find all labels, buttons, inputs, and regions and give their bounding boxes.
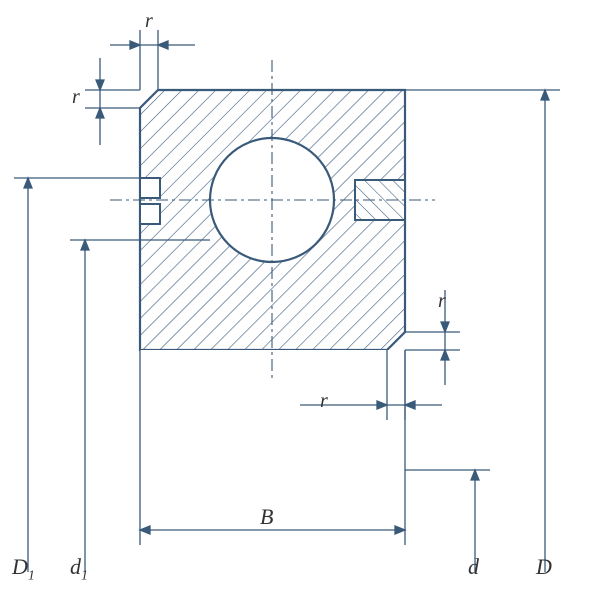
label-d1: d1 [70,554,88,584]
label-d: d [468,554,479,580]
label-D1: D1 [12,554,35,584]
bearing-cross-section-diagram: B d D d1 D1 r r r r [0,0,600,600]
dim-r-top-v [85,58,140,145]
label-D: D [536,554,552,580]
label-r1: r [145,10,153,33]
label-B: B [260,504,273,530]
dim-D [405,90,560,572]
dim-r-top-h [110,30,195,90]
dim-r-bottom-v [405,290,460,385]
label-r2: r [72,86,80,109]
label-r4: r [438,290,446,313]
dim-D1 [14,178,140,572]
label-r3: r [320,390,328,413]
